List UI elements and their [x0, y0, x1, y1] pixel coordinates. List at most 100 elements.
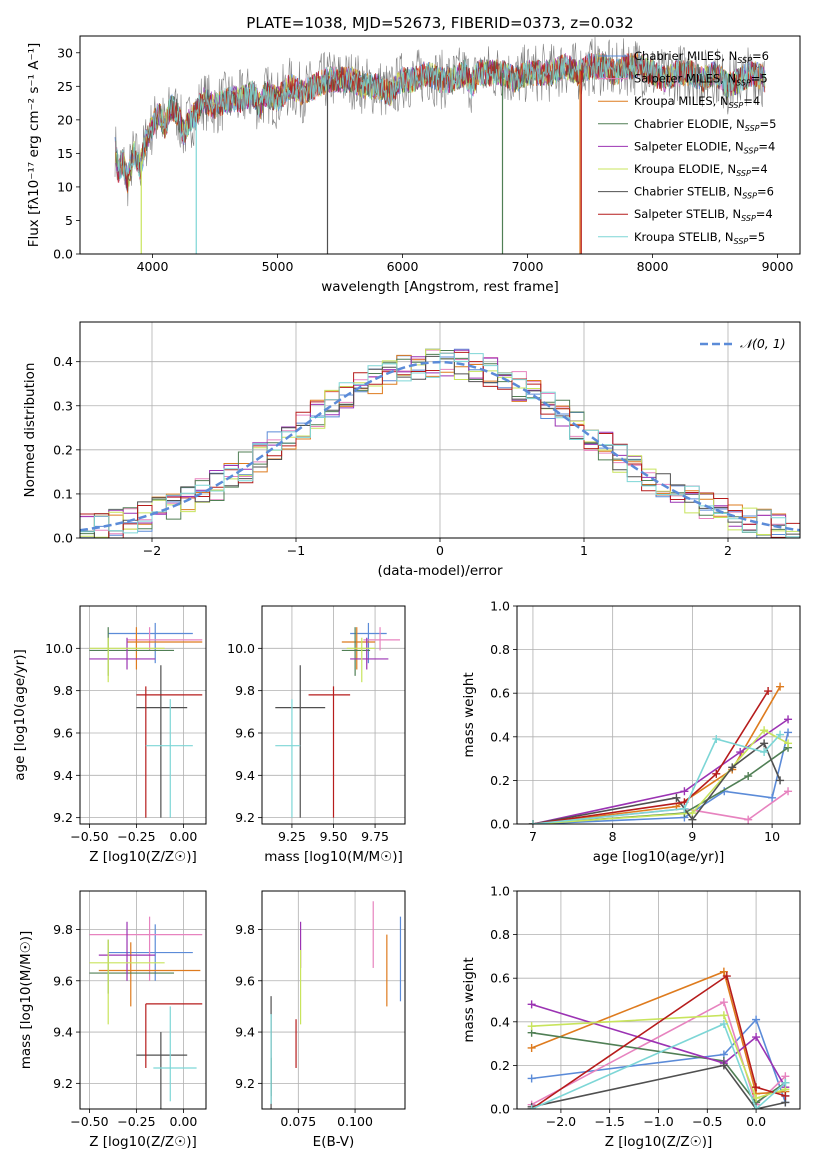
- y-tick-label: 0.2: [490, 1058, 510, 1073]
- y-tick-label: 0.1: [53, 486, 73, 501]
- x-tick-label: −1.5: [595, 1114, 625, 1129]
- weight-marker: [688, 815, 697, 824]
- x-axis-label: Z [log10(Z/Z☉)]: [89, 1134, 197, 1150]
- x-tick-label: −0.25: [117, 1114, 155, 1129]
- plot-area-Z-weight: [527, 967, 790, 1109]
- weight-marker: [719, 1019, 728, 1028]
- axes-Z-mass: −0.50 −0.25 0.00 9.2 9.4 9.6 9.8 Z [log10(Z/Z☉)…: [18, 890, 207, 1150]
- y-tick-label: 9.2: [235, 1076, 255, 1091]
- weight-marker: [752, 1033, 761, 1042]
- weight-marker: [719, 967, 728, 976]
- x-tick-label: 10: [764, 829, 780, 844]
- y-tick-label: 10: [57, 179, 73, 194]
- y-tick-label: 0.8: [490, 642, 510, 657]
- weight-line: [532, 729, 789, 824]
- y-tick-label: 0.2: [53, 442, 73, 457]
- axes-frame: [261, 890, 406, 1110]
- weight-marker: [712, 769, 721, 778]
- legend-label: Chabrier MILES, NSSP=6: [634, 49, 769, 65]
- weight-marker: [760, 739, 769, 748]
- y-tick-label: 9.4: [235, 768, 255, 783]
- y-tick-label: 0.3: [53, 398, 73, 413]
- model-spectrum-line: [116, 52, 766, 180]
- weight-marker: [784, 787, 793, 796]
- y-axis-label: mass weight: [461, 957, 477, 1042]
- y-tick-label: 9.6: [53, 973, 73, 988]
- x-tick-label: 0.00: [170, 829, 198, 844]
- weight-marker: [764, 687, 773, 696]
- weight-marker: [719, 998, 728, 1007]
- x-tick-label: 9: [688, 829, 696, 844]
- weight-line: [531, 1001, 786, 1107]
- weight-marker: [752, 1015, 761, 1024]
- y-axis-label: mass weight: [461, 672, 477, 757]
- weight-marker: [776, 730, 785, 739]
- x-axis-label: E(B-V): [313, 1134, 355, 1150]
- chart-title: PLATE=1038, MJD=52673, FIBERID=0373, z=0…: [246, 14, 633, 32]
- axes-Z-weight: −2.0 −1.5 −1.0 −0.5 0.0 0.0 0.2 0.4 0.6 0.8 1.0 Z […: [461, 884, 801, 1150]
- x-tick-label: 8: [609, 829, 617, 844]
- y-tick-label: 9.4: [235, 1025, 255, 1040]
- plot-area-age-weight: [528, 682, 793, 824]
- axes-ebv-mass: 0.075 0.100 9.2 9.4 9.6 9.8 E(B-V): [235, 890, 406, 1150]
- y-tick-label: 9.4: [53, 1025, 73, 1040]
- weight-marker: [527, 1043, 536, 1052]
- legend-label: Salpeter MILES, NSSP=5: [634, 72, 768, 88]
- weight-line: [531, 1003, 787, 1088]
- y-tick-label: 0.4: [53, 354, 73, 369]
- x-tick-label: 0.075: [280, 1114, 316, 1129]
- axes-spectrum: 4000 5000 6000 7000 8000 9000 0.0 5 10 15 20 25 30 wa…: [26, 35, 801, 295]
- weight-marker: [672, 793, 681, 802]
- legend-label: Kroupa STELIB, NSSP=5: [634, 230, 765, 246]
- legend-label: Chabrier STELIB, NSSP=6: [634, 185, 774, 201]
- y-tick-label: 10.0: [45, 641, 73, 656]
- weight-line: [531, 1031, 786, 1104]
- y-tick-label: 0.4: [490, 1014, 510, 1029]
- x-tick-label: −2.0: [546, 1114, 576, 1129]
- weight-line: [532, 690, 769, 824]
- y-tick-label: 9.6: [235, 973, 255, 988]
- y-tick-label: 0.4: [490, 729, 510, 744]
- weight-marker: [680, 787, 689, 796]
- y-tick-label: 25: [57, 79, 73, 94]
- x-tick-label: −0.25: [117, 829, 155, 844]
- y-tick-label: 0.0: [53, 531, 73, 546]
- x-axis-label: (data-model)/error: [377, 563, 503, 579]
- x-tick-label: −1.0: [643, 1114, 673, 1129]
- y-tick-label: 5: [65, 213, 73, 228]
- x-tick-label: 2: [724, 543, 732, 558]
- weight-line: [532, 718, 789, 824]
- y-tick-label: 9.8: [235, 922, 255, 937]
- weight-marker: [527, 1074, 536, 1083]
- weight-line: [532, 686, 781, 824]
- x-tick-label: −2: [143, 543, 161, 558]
- y-tick-label: 9.6: [235, 725, 255, 740]
- y-tick-label: 9.4: [53, 768, 73, 783]
- y-tick-label: 15: [57, 146, 73, 161]
- legend: Chabrier MILES, NSSP=6 Salpeter MILES, NS…: [598, 49, 776, 246]
- weight-marker: [744, 772, 753, 781]
- x-tick-label: 0.0: [746, 1114, 766, 1129]
- weight-marker: [776, 682, 785, 691]
- x-tick-label: 8000: [637, 259, 669, 274]
- weight-marker: [719, 1061, 728, 1070]
- weight-marker: [760, 748, 769, 757]
- y-tick-label: 0.0: [53, 247, 73, 262]
- weight-line: [531, 974, 786, 1109]
- x-axis-label: Z [log10(Z/Z☉)]: [605, 1134, 713, 1150]
- x-tick-label: 7: [529, 829, 537, 844]
- weight-marker: [744, 815, 753, 824]
- axes-frame: [516, 890, 801, 1110]
- x-tick-label: 9.50: [320, 829, 348, 844]
- x-tick-label: 9.25: [278, 829, 306, 844]
- weight-marker: [680, 804, 689, 813]
- weight-marker: [722, 972, 731, 981]
- y-tick-label: 0.6: [490, 686, 510, 701]
- weight-marker: [736, 748, 745, 757]
- weight-marker: [781, 1091, 790, 1100]
- weight-line: [532, 747, 789, 824]
- y-tick-label: 9.8: [53, 683, 73, 698]
- weight-line: [531, 1064, 786, 1109]
- x-axis-label: Z [log10(Z/Z☉)]: [89, 849, 197, 865]
